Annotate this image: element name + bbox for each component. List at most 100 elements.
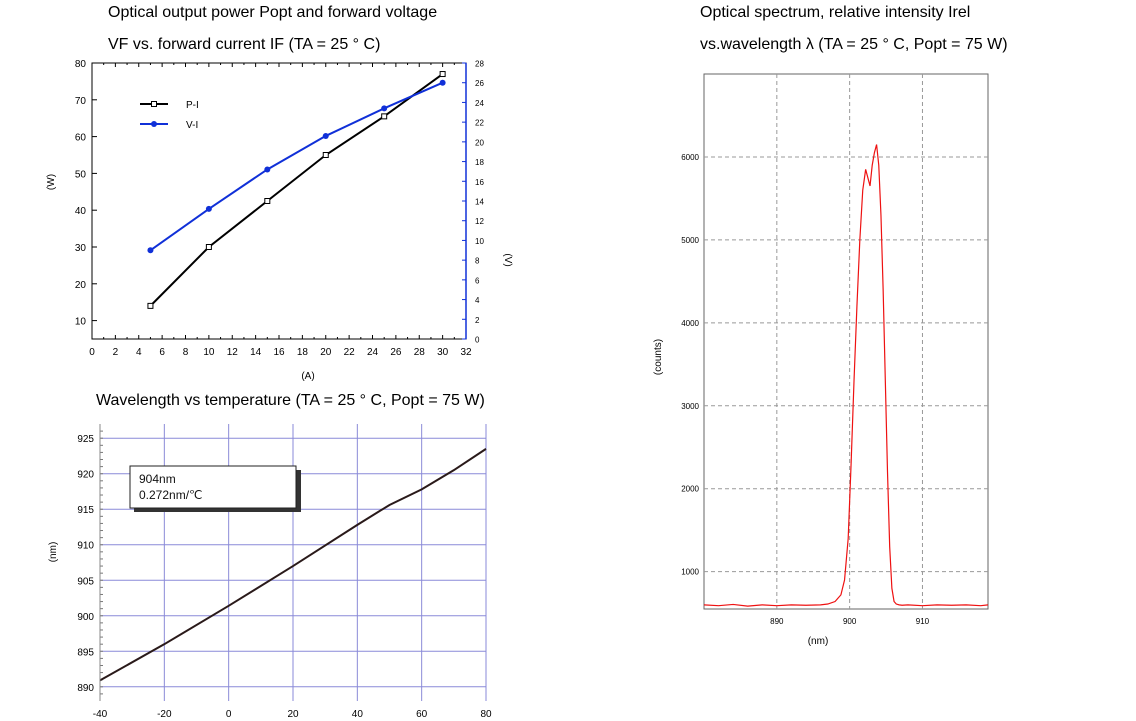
pv-ytick-left-label: 10 bbox=[75, 317, 87, 328]
spectrum-plot-frame bbox=[703, 73, 989, 610]
pv-ytick-right-label: 0 bbox=[475, 336, 480, 345]
pv-chart-title-line1: Optical output power Popt and forward vo… bbox=[108, 4, 438, 21]
pv-xtick-label: 2 bbox=[113, 347, 119, 358]
pv-xtick-label: 10 bbox=[203, 347, 215, 358]
pv-ytick-left-label: 50 bbox=[75, 169, 87, 180]
temp-xtick-label: 80 bbox=[480, 709, 492, 720]
pv-xtick-label: 14 bbox=[250, 347, 262, 358]
legend-vi-marker bbox=[151, 121, 157, 127]
vi-data-point bbox=[264, 166, 271, 173]
pi-data-point bbox=[381, 113, 388, 120]
vi-data-point bbox=[205, 205, 212, 212]
pv-chart-title-line2: VF vs. forward current IF (TA = 25 ° C) bbox=[108, 36, 381, 53]
pv-xtick-label: 28 bbox=[414, 347, 426, 358]
temp-ytick-label: 890 bbox=[77, 683, 94, 694]
temp-series-line bbox=[99, 448, 487, 682]
spectrum-ytick-label: 3000 bbox=[681, 402, 699, 411]
temp-ytick-label: 925 bbox=[77, 434, 94, 445]
pv-xtick-label: 4 bbox=[136, 347, 142, 358]
pv-ytick-right-label: 18 bbox=[475, 158, 484, 167]
pi-series-line bbox=[149, 73, 444, 307]
spectrum-ytick-label: 4000 bbox=[681, 319, 699, 328]
temp-ytick-label: 920 bbox=[77, 470, 94, 481]
temp-chart-title: Wavelength vs temperature (TA = 25 ° C, … bbox=[96, 392, 485, 409]
vi-series-line bbox=[149, 81, 444, 252]
pv-xtick-label: 16 bbox=[273, 347, 285, 358]
pv-xtick-label: 12 bbox=[227, 347, 239, 358]
vi-data-point bbox=[439, 79, 446, 86]
vi-data-point bbox=[147, 247, 154, 254]
pi-data-point bbox=[205, 244, 212, 250]
spectrum-ylabel: (counts) bbox=[653, 339, 664, 375]
pv-ytick-right-label: 16 bbox=[475, 178, 484, 187]
pv-ytick-left-label: 40 bbox=[75, 206, 87, 217]
pi-data-point bbox=[322, 152, 329, 158]
pv-ytick-right-label: 14 bbox=[475, 198, 484, 207]
temp-ytick-label: 905 bbox=[77, 576, 94, 587]
spectrum-ytick-label: 6000 bbox=[681, 153, 699, 162]
annotation-coefficient: 0.272nm/℃ bbox=[139, 488, 203, 502]
pv-legend: P-I V-I bbox=[140, 100, 199, 131]
temp-annotation-box: 904nm 0.272nm/℃ bbox=[129, 465, 301, 512]
annotation-wavelength: 904nm bbox=[139, 472, 176, 486]
annotation-frame bbox=[129, 465, 297, 509]
spectrum-xtick-label: 900 bbox=[843, 617, 857, 626]
pv-xtick-label: 30 bbox=[437, 347, 449, 358]
pv-ytick-right-label: 6 bbox=[475, 276, 480, 285]
temp-xtick-label: 60 bbox=[416, 709, 428, 720]
spectrum-xlabel: (nm) bbox=[808, 636, 829, 647]
pv-xtick-label: 32 bbox=[460, 347, 472, 358]
pv-xtick-label: 26 bbox=[390, 347, 402, 358]
vi-data-point bbox=[381, 105, 388, 112]
pi-data-point bbox=[264, 198, 271, 204]
temp-ytick-label: 915 bbox=[77, 505, 94, 516]
pv-ytick-right-label: 28 bbox=[475, 60, 484, 69]
spectrum-series-line bbox=[703, 144, 989, 607]
temp-xtick-label: 40 bbox=[352, 709, 364, 720]
spectrum-xtick-label: 890 bbox=[770, 617, 784, 626]
temp-ylabel: (nm) bbox=[48, 542, 59, 563]
pv-ytick-right-label: 4 bbox=[475, 296, 480, 305]
pv-xtick-label: 8 bbox=[183, 347, 189, 358]
spectrum-chart: 890 900 910 1000 2000 3000 4000 5000 6000 (nm) (… bbox=[653, 73, 989, 647]
pv-ytick-left-label: 20 bbox=[75, 280, 87, 291]
temp-xtick-label: -20 bbox=[157, 709, 172, 720]
temp-xtick-label: -40 bbox=[93, 709, 108, 720]
pv-ytick-right-label: 22 bbox=[475, 119, 484, 128]
pv-ytick-left-label: 60 bbox=[75, 133, 87, 144]
pi-data-point bbox=[147, 302, 154, 309]
legend-pi-marker bbox=[151, 101, 157, 107]
temp-xtick-label: 0 bbox=[226, 709, 232, 720]
pv-xtick-label: 18 bbox=[297, 347, 309, 358]
pv-ytick-right-label: 2 bbox=[475, 316, 480, 325]
temp-chart: -40 -20 0 20 40 60 80890895900905910915920925 … bbox=[48, 424, 492, 720]
spectrum-grid bbox=[704, 74, 988, 609]
pv-chart: 0 2 4 6 8 10 12 14 16 18 20 22 24 26 28 30 3210203040506… bbox=[46, 59, 513, 382]
pv-ytick-right-label: 24 bbox=[475, 99, 484, 108]
pv-xtick-label: 0 bbox=[89, 347, 95, 358]
spectrum-ytick-label: 5000 bbox=[681, 236, 699, 245]
pv-ylabel-left: (W) bbox=[46, 174, 57, 190]
pv-ytick-left-label: 70 bbox=[75, 96, 87, 107]
pv-xtick-label: 20 bbox=[320, 347, 332, 358]
spectrum-chart-title-line2: vs.wavelength λ (TA = 25 ° C, Popt = 75 … bbox=[700, 36, 1008, 53]
pv-ytick-right-label: 20 bbox=[475, 138, 484, 147]
pv-marks: 0 2 4 6 8 10 12 14 16 18 20 22 24 26 28 30 3210203040506… bbox=[75, 59, 485, 358]
pv-ytick-left-label: 80 bbox=[75, 59, 87, 70]
pv-xtick-label: 22 bbox=[344, 347, 356, 358]
temp-ytick-label: 895 bbox=[77, 647, 94, 658]
vi-data-point bbox=[322, 132, 329, 139]
pv-xtick-label: 24 bbox=[367, 347, 379, 358]
spectrum-xtick-label: 910 bbox=[916, 617, 930, 626]
pv-ytick-right-label: 12 bbox=[475, 217, 484, 226]
legend-vi-label: V-I bbox=[186, 120, 198, 131]
temp-xtick-label: 20 bbox=[287, 709, 299, 720]
pv-xlabel: (A) bbox=[301, 371, 314, 382]
pv-ytick-left-label: 30 bbox=[75, 243, 87, 254]
spectrum-ytick-label: 2000 bbox=[681, 485, 699, 494]
pi-data-point bbox=[439, 71, 446, 78]
pv-ytick-right-label: 26 bbox=[475, 79, 484, 88]
spectrum-marks: 890 900 910 1000 2000 3000 4000 5000 6000 bbox=[681, 144, 989, 626]
pv-ylabel-right: (V) bbox=[502, 253, 513, 266]
